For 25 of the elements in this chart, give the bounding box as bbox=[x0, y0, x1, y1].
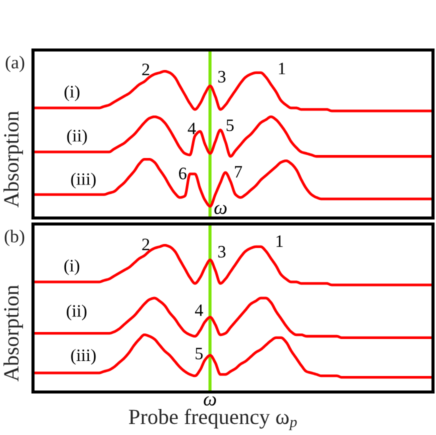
chart-title: (a) bbox=[6, 56, 24, 72]
series-label: (ii) bbox=[66, 304, 86, 320]
series-label: (ii) bbox=[67, 129, 87, 146]
annotation: 2 bbox=[142, 238, 150, 250]
annotation: 3 bbox=[218, 246, 226, 258]
annotation: 3 bbox=[218, 70, 226, 83]
annotation: 5 bbox=[196, 348, 203, 360]
annotation: ω bbox=[214, 204, 227, 214]
y-axis-title: Absorption bbox=[3, 285, 23, 382]
annotation: 4 bbox=[195, 304, 204, 316]
annotation: 7 bbox=[235, 166, 242, 178]
x-axis-title: Probe frequency ω$_{p}$ bbox=[128, 408, 297, 430]
annotation: 1 bbox=[278, 62, 286, 74]
text: ω bbox=[204, 396, 216, 406]
y-axis-title: Absorption bbox=[3, 111, 23, 208]
annotation: 6 bbox=[179, 168, 186, 180]
series-label: (i) bbox=[64, 85, 80, 102]
series-label: (iii) bbox=[71, 348, 96, 365]
annotation: 5 bbox=[226, 120, 234, 132]
series-label: (iii) bbox=[71, 172, 96, 189]
annotation: 1 bbox=[276, 235, 283, 247]
annotation: 4 bbox=[188, 122, 196, 134]
chart-title: (b) bbox=[4, 230, 24, 246]
series-label: (i) bbox=[64, 259, 80, 276]
annotation: 2 bbox=[142, 64, 150, 76]
